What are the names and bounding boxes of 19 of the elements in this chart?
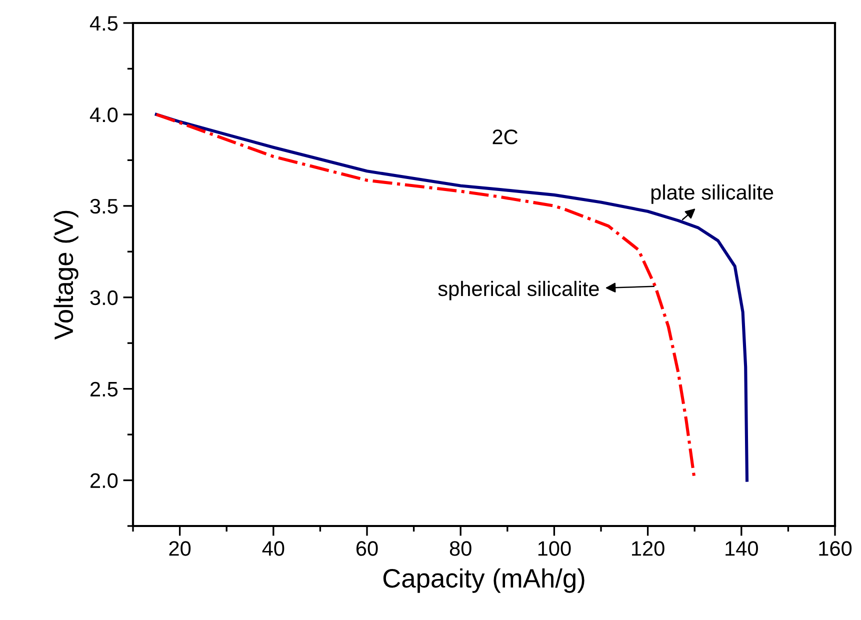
annotation: 2C <box>492 130 518 144</box>
y-tick-label: 2.5 <box>90 382 118 397</box>
x-tick-label: 140 <box>726 541 758 556</box>
x-tick-label: 120 <box>632 541 664 556</box>
x-tick-label: 60 <box>356 541 378 556</box>
x-axis-title: Capacity (mAh/g) <box>383 568 584 593</box>
y-tick-label: 2.0 <box>90 473 118 488</box>
annotation: spherical silicalite <box>438 280 599 300</box>
y-tick-label: 3.5 <box>90 198 118 214</box>
x-tick-label: 40 <box>262 541 284 556</box>
y-tick-label: 4.0 <box>90 107 118 122</box>
annotation: plate silicalite <box>651 184 774 204</box>
y-tick-label: 3.0 <box>90 290 118 306</box>
x-tick-label: 80 <box>450 541 472 556</box>
x-tick-label: 20 <box>169 541 191 556</box>
x-tick-label: 100 <box>538 541 571 556</box>
y-tick-label: 4.5 <box>90 16 118 31</box>
y-axis-title: Voltage (V) <box>54 210 78 340</box>
x-tick-label: 160 <box>819 541 852 556</box>
